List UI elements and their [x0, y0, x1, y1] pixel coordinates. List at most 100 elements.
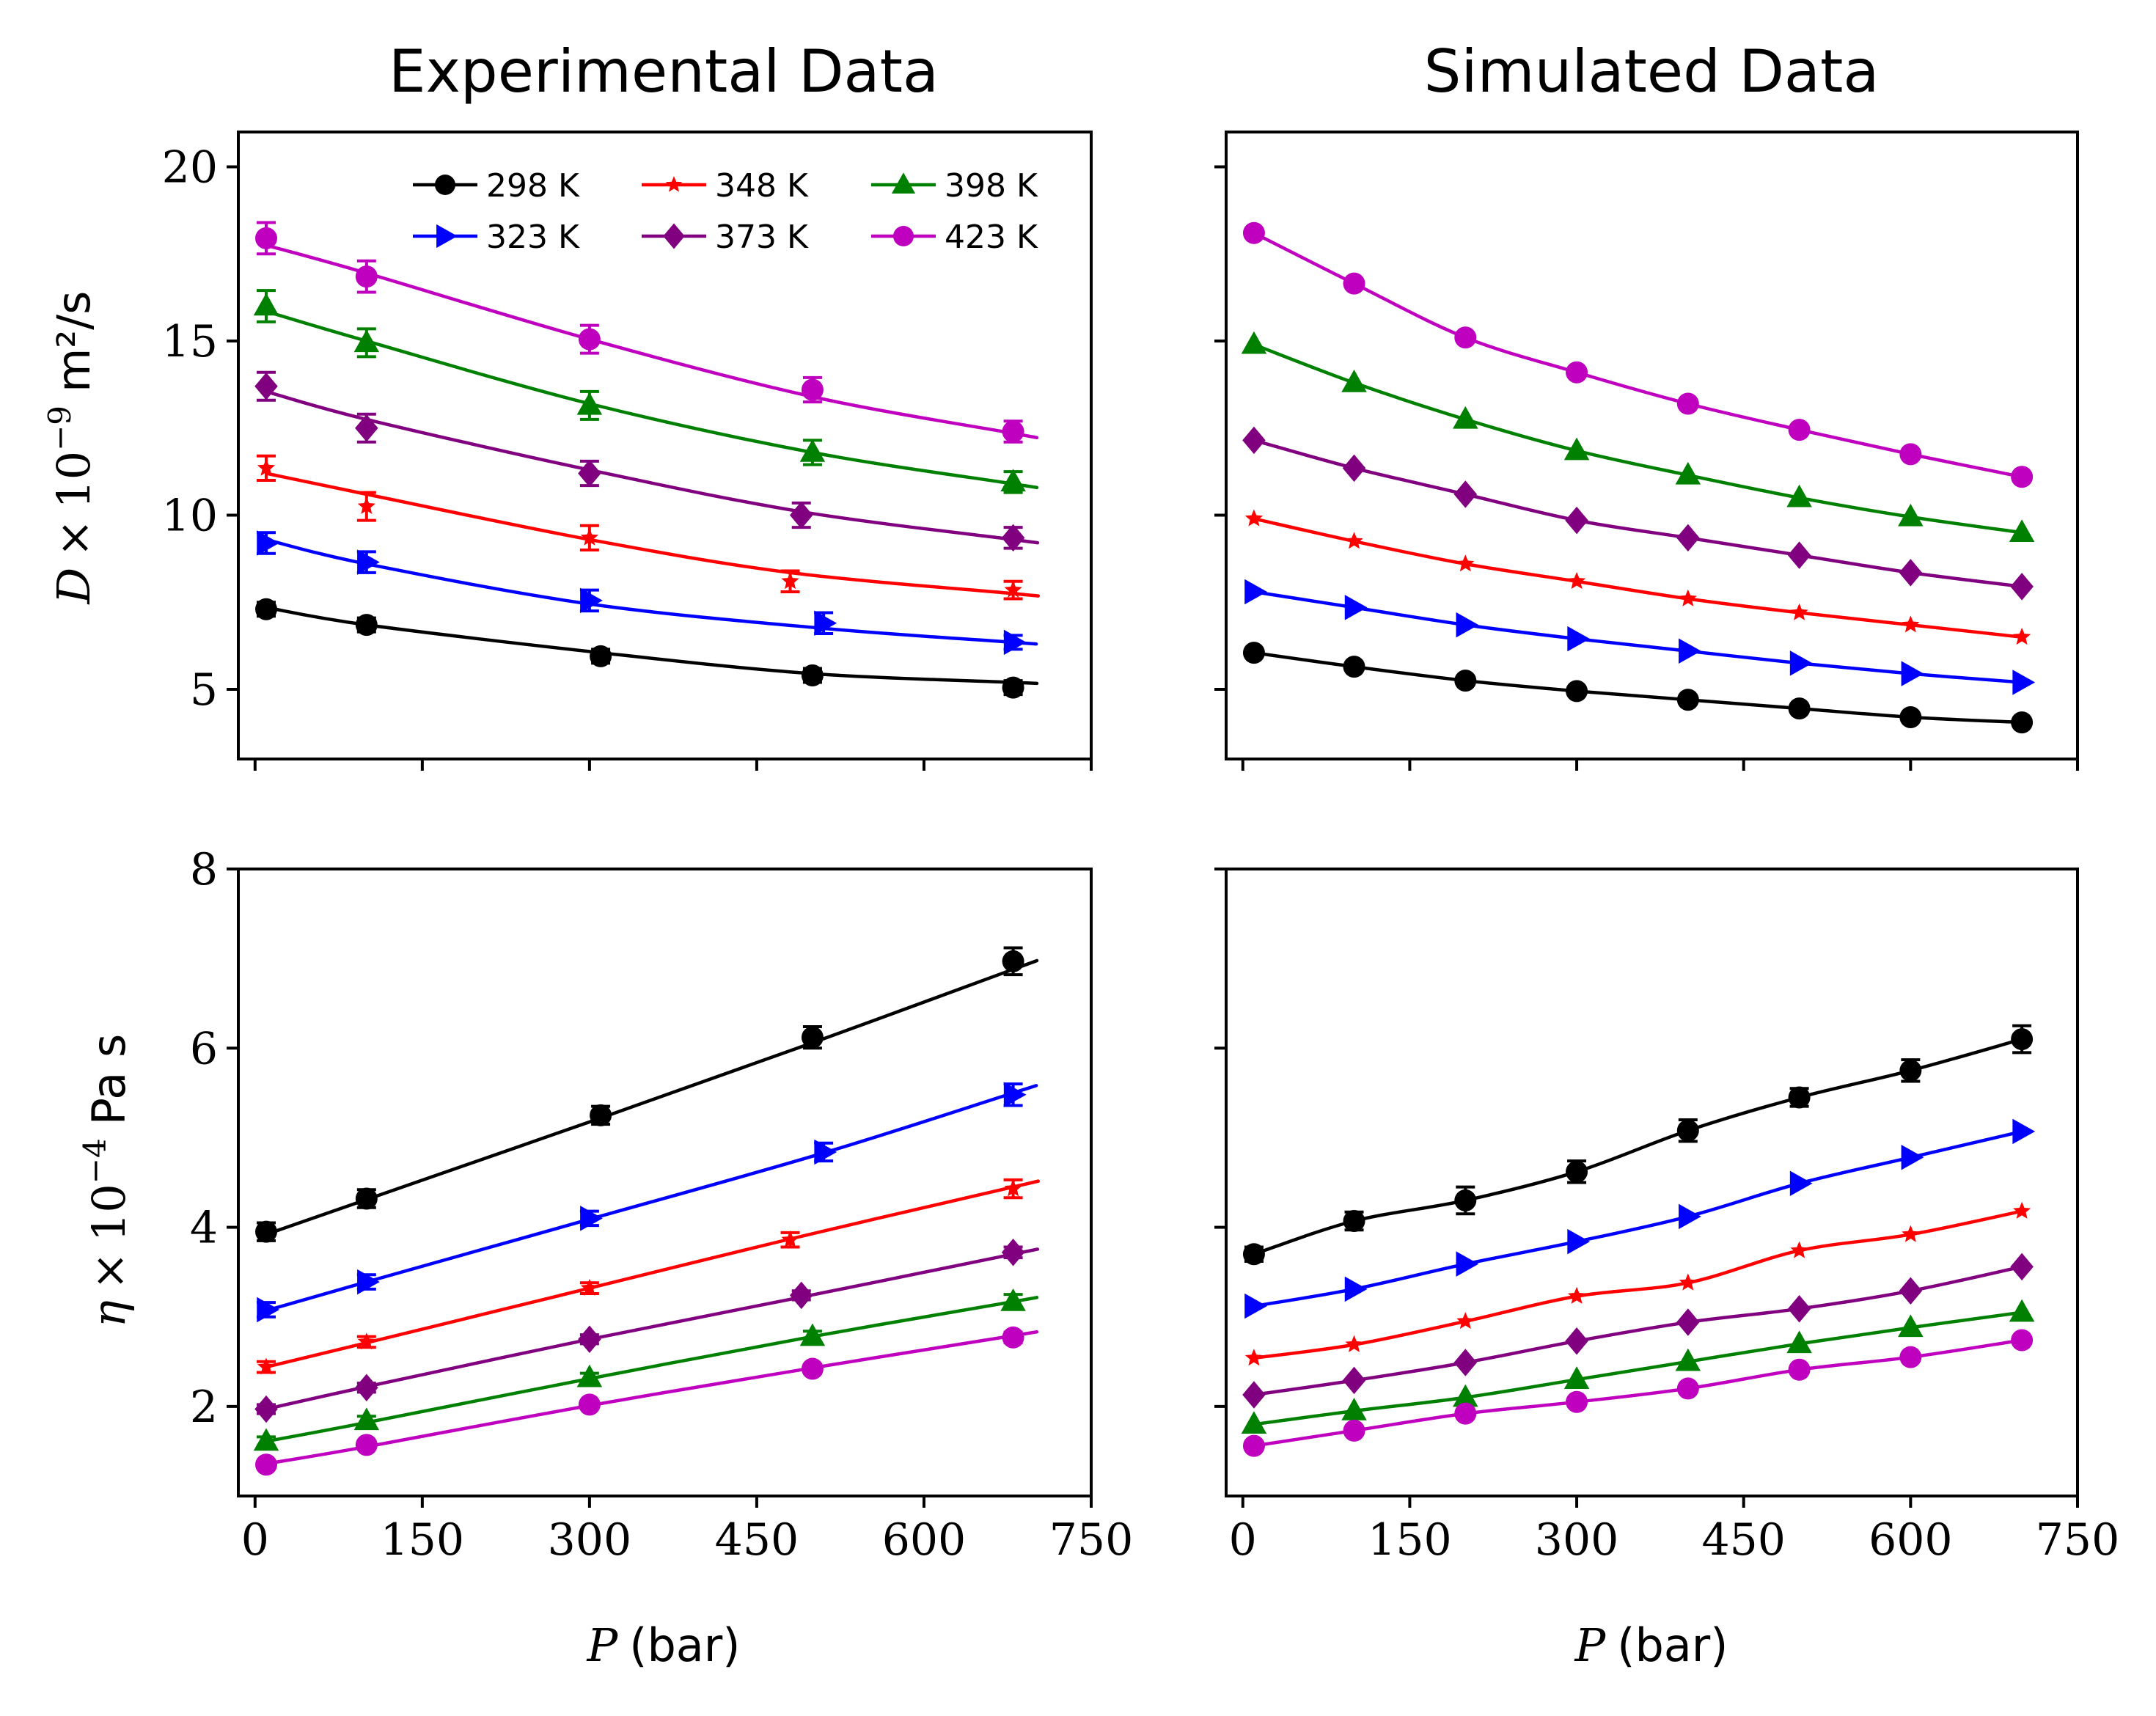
data-point: [1343, 656, 1365, 678]
data-point: [1675, 461, 1701, 485]
data-point: [801, 664, 824, 686]
y-tick-label: 10: [162, 491, 218, 542]
data-point: [1341, 370, 1367, 392]
data-point: [1454, 1189, 1477, 1211]
data-point: [1242, 221, 1265, 244]
series-348k: [257, 1178, 1041, 1375]
data-point: [1566, 1390, 1588, 1413]
data-point: [2009, 1299, 2035, 1322]
series-323k: [1244, 579, 2036, 695]
data-point: [1787, 1294, 1811, 1323]
x-tick-label: 600: [882, 1514, 967, 1566]
data-point: [1343, 1419, 1365, 1442]
legend-marker: [663, 223, 685, 249]
x-tick-label: 300: [548, 1514, 632, 1566]
data-point: [353, 1407, 380, 1431]
data-point: [1567, 1228, 1591, 1255]
legend-label: 373 K: [715, 219, 809, 256]
data-point: [254, 1395, 278, 1423]
series-line: [1253, 1310, 2023, 1426]
series-line: [1253, 439, 2023, 589]
data-point: [1456, 612, 1479, 638]
legend-entry-423k: 423 K: [871, 219, 1038, 256]
data-point: [578, 459, 601, 488]
data-point: [590, 645, 612, 667]
data-point: [1676, 392, 1699, 415]
legend-label: 348 K: [715, 167, 809, 205]
series-398k: [1241, 1299, 2035, 1434]
data-point: [2009, 519, 2035, 542]
data-point: [257, 530, 280, 556]
x-tick-label: 750: [2036, 1514, 2120, 1566]
data-point: [2012, 1118, 2036, 1145]
data-point: [1786, 484, 1812, 507]
legend-marker: [436, 224, 458, 249]
data-point: [1902, 1225, 1920, 1242]
series-line: [1253, 342, 2023, 535]
series-298k: [255, 598, 1039, 699]
x-tick-label: 150: [381, 1514, 465, 1566]
x-tick-label: 600: [1869, 1514, 1953, 1566]
data-point: [1566, 361, 1588, 384]
xlabel-right-symbol: P: [1574, 1618, 1607, 1672]
data-point: [1244, 1293, 1267, 1319]
data-point: [1899, 1277, 1923, 1305]
ylabel-top-unit: m²/s: [47, 291, 100, 392]
data-point: [1453, 406, 1478, 429]
data-point: [590, 1104, 612, 1126]
data-point: [1679, 1203, 1701, 1230]
data-point: [2013, 628, 2031, 645]
data-point: [799, 1323, 826, 1346]
data-point: [254, 373, 278, 400]
ylabel-bottom-times: ×: [82, 1252, 136, 1290]
xlabel-right-unit: (bar): [1617, 1618, 1728, 1672]
plot-frame: [1225, 131, 2079, 760]
data-point: [580, 1206, 603, 1231]
data-point: [781, 1230, 799, 1247]
data-point: [253, 293, 279, 316]
legend-entry-298k: 298 K: [413, 167, 580, 205]
data-point: [1343, 272, 1365, 295]
data-point: [1000, 1288, 1026, 1311]
panel-bottom-left: 0 150 300 450 600 750 2 4 6 8: [190, 844, 1133, 1566]
data-point: [1341, 1397, 1367, 1420]
series-423k: [1242, 221, 2034, 488]
data-point: [1676, 1377, 1699, 1400]
ylabel-bottom: η × 10−4 Pa s: [77, 1034, 136, 1328]
series-line: [1253, 1338, 2023, 1448]
data-point: [1003, 629, 1027, 656]
series-398k: [253, 289, 1039, 494]
data-point: [357, 1332, 375, 1350]
x-tick-label: 750: [1049, 1514, 1134, 1566]
xlabel-left-symbol: P: [587, 1618, 619, 1672]
data-point: [1675, 1348, 1701, 1371]
series-373k: [1242, 426, 2034, 601]
data-point: [2010, 573, 2034, 601]
data-point: [1002, 1326, 1024, 1349]
ylabel-bottom-symbol: η: [82, 1300, 136, 1327]
series-398k: [253, 1288, 1039, 1451]
data-point: [1456, 1251, 1479, 1277]
series-line: [1253, 231, 2023, 479]
data-point: [1345, 532, 1363, 549]
data-point: [1679, 1273, 1697, 1291]
data-point: [1567, 1286, 1586, 1304]
legend-label: 298 K: [486, 167, 580, 205]
series-323k: [257, 530, 1038, 656]
data-point: [1790, 1241, 1808, 1258]
data-point: [799, 439, 826, 462]
data-point: [1790, 603, 1808, 620]
data-point: [580, 587, 603, 614]
data-point: [1899, 706, 1922, 728]
data-point: [1453, 480, 1478, 508]
legend-label: 323 K: [486, 219, 580, 256]
data-point: [357, 496, 375, 514]
fit-line: [265, 606, 1039, 686]
data-point: [1453, 1384, 1478, 1407]
y-tick-label: 20: [162, 142, 218, 194]
data-point: [1901, 1145, 1924, 1170]
data-point: [1001, 1239, 1025, 1266]
series-323k: [1244, 1118, 2036, 1319]
data-point: [781, 572, 799, 590]
